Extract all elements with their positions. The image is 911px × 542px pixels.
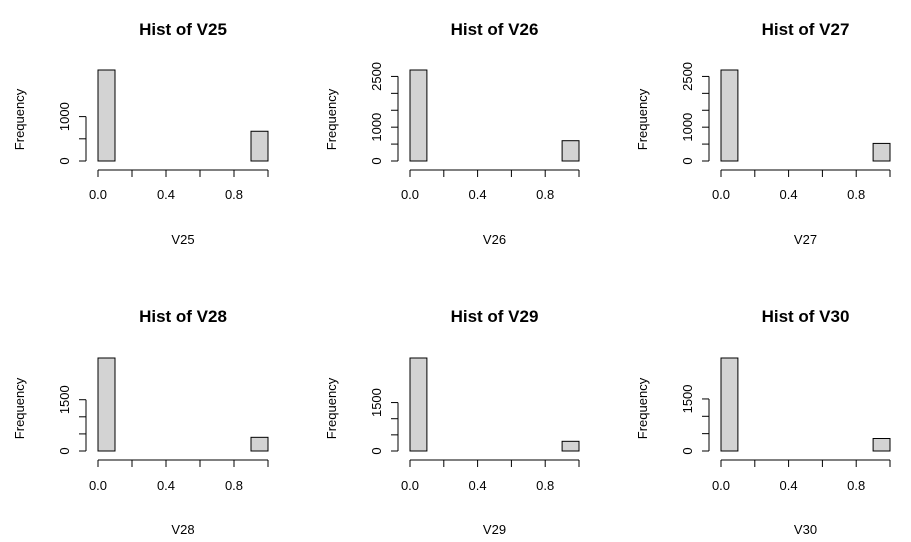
y-tick-label: 0 [680, 447, 695, 454]
y-tick-label: 0 [369, 157, 384, 164]
x-tick-label: 0.8 [225, 187, 243, 202]
chart-title: Hist of V29 [451, 307, 539, 326]
y-tick-label: 1000 [680, 113, 695, 142]
x-tick-label: 0.0 [401, 187, 419, 202]
x-axis-label: V28 [171, 522, 194, 537]
histogram-panel-2: Hist of V26 0.0 0.4 0.8 V26 0 1000 2500 Frequenc… [324, 20, 580, 247]
x-tick-label: 0.4 [157, 187, 175, 202]
x-tick-label: 0.8 [536, 478, 554, 493]
x-axis-label: V29 [483, 522, 506, 537]
y-tick-label: 2500 [680, 62, 695, 91]
x-tick-label: 0.4 [780, 187, 798, 202]
x-tick-label: 0.0 [401, 478, 419, 493]
histogram-panel-1: Hist of V25 0.0 0.4 0.8 V25 0 1000 Frequency [12, 20, 269, 247]
x-axis-label: V25 [171, 232, 194, 247]
chart-title: Hist of V30 [762, 307, 850, 326]
histogram-bar [97, 69, 116, 162]
y-tick-label: 0 [369, 447, 384, 454]
y-tick-label: 0 [57, 157, 72, 164]
histogram-bar [872, 142, 891, 162]
x-tick-label: 0.0 [89, 478, 107, 493]
x-tick-label: 0.8 [847, 478, 865, 493]
histogram-panel-3: Hist of V27 0.0 0.4 0.8 V27 0 1000 2500 Frequenc… [635, 20, 891, 247]
x-tick-label: 0.0 [89, 187, 107, 202]
histogram-bar [561, 140, 580, 162]
x-tick-label: 0.8 [847, 187, 865, 202]
chart-title: Hist of V27 [762, 20, 850, 39]
histogram-panel-4: Hist of V28 0.0 0.4 0.8 V28 0 1500 Frequency [12, 307, 269, 537]
x-tick-label: 0.0 [712, 478, 730, 493]
y-tick-label: 2500 [369, 62, 384, 91]
histogram-panel-6: Hist of V30 0.0 0.4 0.8 V30 0 1500 Frequency [635, 307, 891, 537]
chart-title: Hist of V26 [451, 20, 539, 39]
histogram-panel-5: Hist of V29 0.0 0.4 0.8 V29 0 1500 Frequency [324, 307, 580, 537]
chart-title: Hist of V28 [139, 307, 227, 326]
histogram-bar [97, 357, 116, 452]
histogram-bar [409, 69, 428, 162]
y-axis-label: Frequency [12, 377, 27, 439]
x-axis-label: V26 [483, 232, 506, 247]
histogram-bar [872, 438, 891, 452]
y-tick-label: 0 [680, 157, 695, 164]
x-tick-label: 0.0 [712, 187, 730, 202]
y-axis-label: Frequency [324, 377, 339, 439]
x-tick-label: 0.4 [780, 478, 798, 493]
histogram-bar [720, 69, 739, 162]
x-tick-label: 0.4 [469, 187, 487, 202]
histogram-bar [250, 436, 269, 452]
histogram-bar [720, 357, 739, 452]
x-tick-label: 0.8 [536, 187, 554, 202]
x-axis-label: V30 [794, 522, 817, 537]
y-tick-label: 0 [57, 447, 72, 454]
y-axis-label: Frequency [635, 377, 650, 439]
y-tick-label: 1500 [680, 384, 695, 413]
histogram-bar [409, 357, 428, 452]
x-tick-label: 0.4 [157, 478, 175, 493]
x-tick-label: 0.4 [469, 478, 487, 493]
y-tick-label: 1500 [369, 388, 384, 417]
histogram-bar [250, 130, 269, 162]
x-tick-label: 0.8 [225, 478, 243, 493]
y-tick-label: 1000 [57, 102, 72, 131]
y-axis-label: Frequency [324, 88, 339, 150]
histogram-bar [561, 440, 580, 452]
x-axis-label: V27 [794, 232, 817, 247]
y-axis-label: Frequency [635, 88, 650, 150]
y-tick-label: 1500 [57, 385, 72, 414]
y-axis-label: Frequency [12, 88, 27, 150]
y-tick-label: 1000 [369, 113, 384, 142]
chart-title: Hist of V25 [139, 20, 227, 39]
